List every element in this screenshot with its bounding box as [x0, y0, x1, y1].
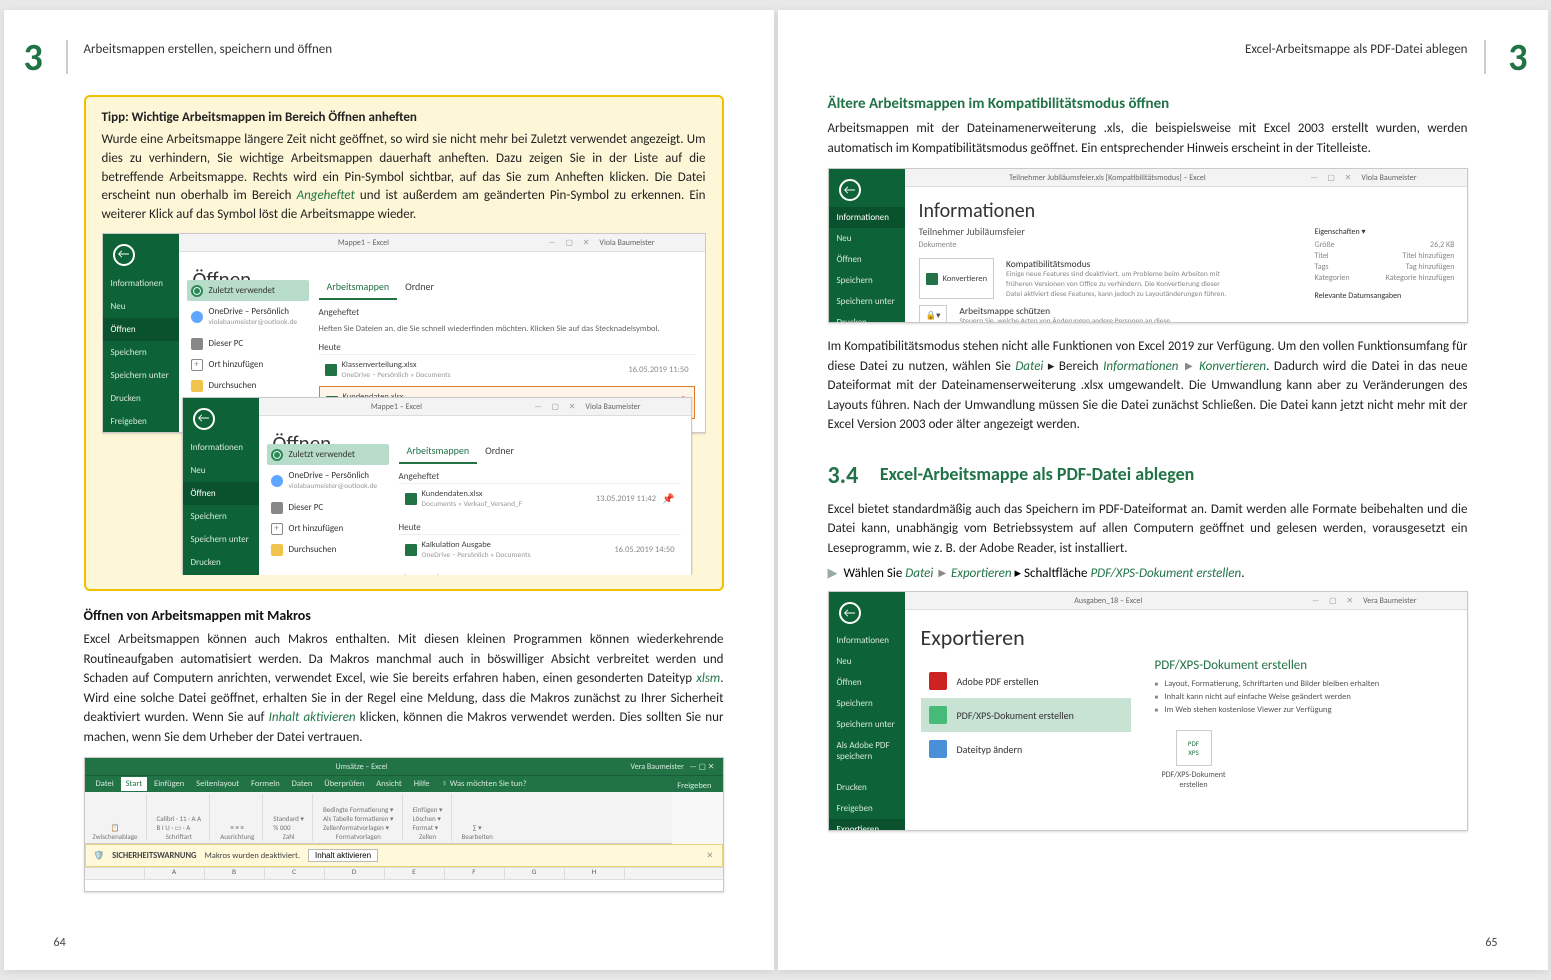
xlsm-word: xlsm [696, 671, 720, 686]
file-row[interactable]: Klassenverteilung.xlsxOneDrive – Persönl… [319, 354, 695, 386]
folder-icon [271, 544, 283, 556]
protect-button[interactable]: 🔒▾ [919, 305, 948, 323]
pc-icon [271, 502, 283, 514]
open-tabs: ArbeitsmappenOrdner [319, 276, 695, 300]
excel-icon [325, 364, 337, 376]
file-row-pinned[interactable]: Kundendaten.xlsxDocuments » Verkauf_Vers… [399, 483, 681, 515]
excel-icon [926, 273, 938, 285]
header-divider [1484, 40, 1486, 74]
page-number: 64 [54, 936, 66, 950]
back-icon[interactable]: ← [839, 602, 861, 624]
macros-heading: Öffnen von Arbeitsmappen mit Makros [84, 607, 724, 624]
excel-sidebar: ← Informationen Neu Öffnen Speichern Spe… [829, 169, 905, 322]
section-title: Excel-Arbeitsmappe als PDF-Datei ablegen [880, 463, 1194, 485]
pin-icon[interactable]: 📌 [662, 492, 674, 507]
enable-content-button[interactable]: Inhalt aktivieren [308, 849, 378, 862]
titlebar: Ausgaben_18 – ExcelVera Baumeister— ▢ ✕ [905, 592, 1467, 610]
running-head: Arbeitsmappen erstellen, speichern und ö… [84, 42, 333, 57]
export-opt-pdfxps[interactable]: PDF/XPS-Dokument erstellen [921, 698, 1131, 732]
page-right: 3 Excel-Arbeitsmappe als PDF-Datei ableg… [778, 10, 1548, 970]
export-detail: PDF/XPS-Dokument erstellen Layout, Forma… [1155, 658, 1455, 790]
spreadsheet-grid: ABCDEFGH [85, 867, 723, 892]
tip-angeheftet: Angeheftet [297, 188, 355, 203]
triangle-icon: ▶ [1185, 358, 1193, 373]
adobe-pdf-icon [929, 672, 947, 690]
screenshot-informationen: ← Informationen Neu Öffnen Speichern Spe… [828, 168, 1468, 323]
window-controls[interactable]: — ▢ ✕ [548, 234, 593, 252]
properties-panel: Eigenschaften ▾ Größe26,2 KB TitelTitel … [1315, 227, 1455, 304]
page-left: 3 Arbeitsmappen erstellen, speichern und… [4, 10, 774, 970]
compat-heading: Ältere Arbeitsmappen im Kompatibilitätsm… [828, 95, 1468, 113]
filetype-icon [929, 740, 947, 758]
export-opt-adobe-pdf[interactable]: Adobe PDF erstellen [921, 664, 1131, 698]
macros-body: Excel Arbeitsmappen können auch Makros e… [84, 630, 724, 747]
running-head: Excel-Arbeitsmappe als PDF-Datei ablegen [1245, 42, 1468, 57]
tip-body: Wurde eine Arbeitsmappe längere Zeit nic… [102, 131, 706, 225]
folder-icon [191, 380, 203, 392]
back-icon[interactable]: ← [193, 408, 215, 430]
pdfxps-icon [929, 706, 947, 724]
convert-button[interactable]: Konvertieren [919, 258, 995, 299]
inhalt-word: Inhalt aktivieren [269, 710, 356, 725]
pc-icon [191, 338, 203, 350]
info-heading: Informationen [919, 199, 1453, 223]
security-warning-bar: 🛡️ SICHERHEITSWARNUNG Makros wurden deak… [85, 844, 723, 867]
screenshot-exportieren: ← Informationen Neu Öffnen Speichern Spe… [828, 591, 1468, 831]
screenshot-macro-warning: Umsätze – ExcelVera Baumeister — ▢ ✕ Dat… [84, 757, 724, 892]
pdfxps-doc-icon: PDFXPS [1176, 730, 1212, 766]
plus-icon: + [191, 359, 203, 371]
compat-p1: Arbeitsmappen mit der Dateinamenerweiter… [828, 119, 1468, 158]
titlebar: Teilnehmer Jubiläumsfeier.xls [Kompatibi… [905, 169, 1467, 187]
excel-icon [405, 544, 417, 556]
export-opt-change-type[interactable]: Dateityp ändern [921, 732, 1131, 766]
excel-icon [405, 493, 417, 505]
section-number: 3.4 [828, 461, 859, 490]
section-heading: 3.4 Excel-Arbeitsmappe als PDF-Datei abl… [828, 461, 1468, 490]
titlebar: Mappe1 – Excel Viola Baumeister — ▢ ✕ [179, 234, 705, 252]
back-icon[interactable]: ← [113, 244, 135, 266]
recent-row[interactable]: Zuletzt verwendet [187, 280, 309, 301]
chapter-number: 3 [24, 35, 43, 81]
close-icon[interactable]: ✕ [706, 851, 713, 861]
clock-icon [191, 285, 203, 297]
bullet-arrow-icon: ▶ [828, 566, 838, 581]
excel-sidebar: ← Informationen Neu Öffnen Speichern Spe… [103, 234, 179, 432]
screenshot-open-2: ← Informationen Neu Öffnen Speichern Spe… [182, 397, 692, 575]
triangle-icon: ▶ [938, 566, 946, 579]
export-options: Adobe PDF erstellen PDF/XPS-Dokument ers… [921, 664, 1131, 766]
excel-sidebar: ← Informationen Neu Öffnen Speichern Spe… [183, 398, 259, 575]
shield-warning-icon: 🛡️ [94, 851, 105, 861]
header-divider [66, 40, 68, 74]
ribbon-tabs: Datei Start Einfügen Seitenlayout Formel… [85, 776, 723, 792]
export-heading: Exportieren [921, 624, 1467, 651]
cloud-icon [271, 475, 283, 487]
pdf-p1: Excel bietet standardmäßig auch das Spei… [828, 500, 1468, 559]
back-icon[interactable]: ← [839, 179, 861, 201]
excel-sidebar: ← Informationen Neu Öffnen Speichern Spe… [829, 592, 905, 830]
chapter-number: 3 [1508, 35, 1527, 81]
cloud-icon [191, 311, 203, 323]
titlebar: Umsätze – ExcelVera Baumeister — ▢ ✕ [85, 758, 723, 776]
tip-box: Tipp: Wichtige Arbeitsmappen im Bereich … [84, 95, 724, 591]
ribbon-body: 📋Zwischenablage Calibri · 11 · A AB I U … [85, 792, 673, 844]
create-pdfxps-button[interactable]: PDFXPS PDF/XPS-Dokument erstellen [1155, 730, 1233, 790]
tip-title: Tipp: Wichtige Arbeitsmappen im Bereich … [102, 109, 706, 128]
plus-icon: + [271, 523, 283, 535]
clock-icon [271, 449, 283, 461]
pdf-step: ▶ Wählen Sie Datei ▶ Exportieren ▸ Schal… [828, 566, 1468, 581]
compat-p2: Im Kompatibilitätsmodus stehen nicht all… [828, 337, 1468, 435]
page-number: 65 [1485, 936, 1497, 950]
